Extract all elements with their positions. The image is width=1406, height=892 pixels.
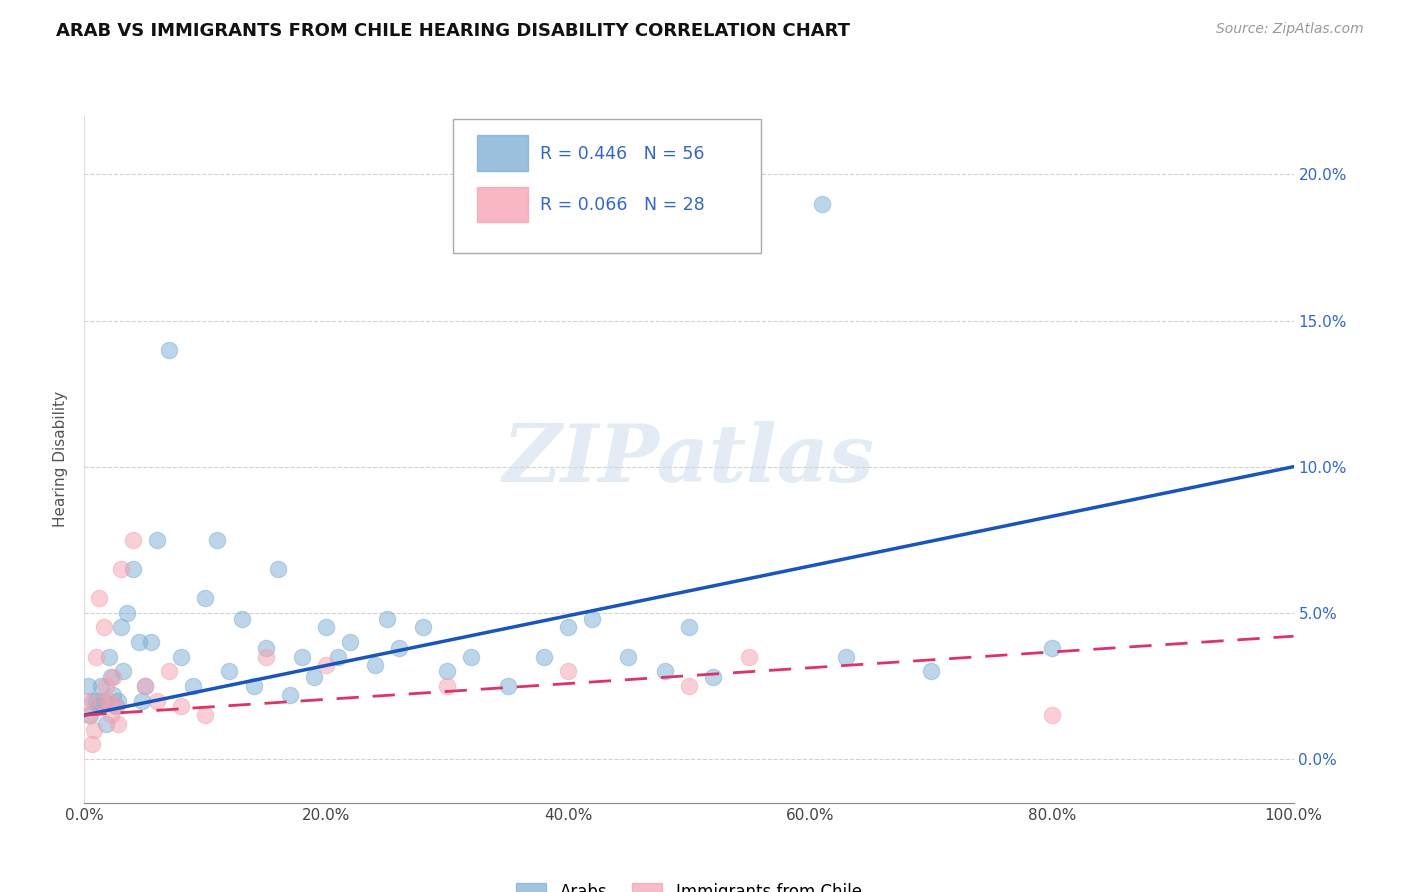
Legend: Arabs, Immigrants from Chile: Arabs, Immigrants from Chile bbox=[516, 883, 862, 892]
Point bbox=[363, 658, 385, 673]
Point bbox=[170, 699, 193, 714]
Point bbox=[146, 693, 169, 707]
Point bbox=[110, 562, 132, 576]
Point bbox=[86, 649, 108, 664]
Point bbox=[146, 533, 169, 547]
Point bbox=[242, 679, 264, 693]
Point bbox=[194, 591, 217, 606]
Point bbox=[678, 679, 700, 693]
Point bbox=[87, 591, 110, 606]
Point bbox=[103, 670, 125, 684]
FancyBboxPatch shape bbox=[478, 136, 529, 171]
Point bbox=[460, 649, 482, 664]
Point bbox=[87, 699, 110, 714]
Point bbox=[76, 693, 98, 707]
Point bbox=[86, 693, 108, 707]
Point bbox=[134, 679, 156, 693]
Point bbox=[811, 196, 834, 211]
Point bbox=[157, 665, 180, 679]
Point bbox=[291, 649, 314, 664]
Point bbox=[678, 620, 700, 634]
Point bbox=[617, 649, 640, 664]
Point bbox=[93, 620, 115, 634]
FancyBboxPatch shape bbox=[453, 120, 762, 253]
Point bbox=[920, 665, 942, 679]
Point bbox=[339, 635, 361, 649]
Text: R = 0.066   N = 28: R = 0.066 N = 28 bbox=[540, 196, 704, 214]
Point bbox=[90, 693, 112, 707]
Point bbox=[654, 665, 676, 679]
Point bbox=[375, 612, 398, 626]
Point bbox=[315, 620, 337, 634]
Point bbox=[231, 612, 253, 626]
Text: ARAB VS IMMIGRANTS FROM CHILE HEARING DISABILITY CORRELATION CHART: ARAB VS IMMIGRANTS FROM CHILE HEARING DI… bbox=[56, 22, 851, 40]
Point bbox=[302, 670, 325, 684]
Point bbox=[702, 670, 724, 684]
Point bbox=[218, 665, 240, 679]
Text: ZIPatlas: ZIPatlas bbox=[503, 421, 875, 498]
Point bbox=[94, 717, 117, 731]
Y-axis label: Hearing Disability: Hearing Disability bbox=[53, 392, 69, 527]
Point bbox=[82, 693, 104, 707]
Point bbox=[97, 649, 120, 664]
Point bbox=[738, 649, 761, 664]
Point bbox=[328, 649, 350, 664]
Point bbox=[254, 649, 277, 664]
Point bbox=[267, 562, 290, 576]
Point bbox=[436, 665, 458, 679]
Point bbox=[107, 717, 129, 731]
Point bbox=[121, 562, 143, 576]
Point bbox=[170, 649, 193, 664]
Point bbox=[835, 649, 858, 664]
Point bbox=[79, 708, 101, 723]
Point bbox=[557, 665, 579, 679]
Point bbox=[131, 693, 153, 707]
Point bbox=[80, 737, 103, 751]
Point bbox=[157, 343, 180, 357]
Point bbox=[134, 679, 156, 693]
Point bbox=[110, 620, 132, 634]
Point bbox=[1040, 708, 1063, 723]
Point bbox=[1040, 640, 1063, 655]
Point bbox=[107, 693, 129, 707]
Point bbox=[581, 612, 603, 626]
Point bbox=[557, 620, 579, 634]
Point bbox=[104, 699, 127, 714]
Point bbox=[93, 693, 115, 707]
Point bbox=[100, 708, 122, 723]
Point bbox=[254, 640, 277, 655]
Point bbox=[90, 679, 112, 693]
Point bbox=[388, 640, 411, 655]
Point bbox=[103, 688, 125, 702]
Point bbox=[100, 670, 122, 684]
Point bbox=[278, 688, 301, 702]
Point bbox=[77, 679, 100, 693]
Point bbox=[104, 699, 127, 714]
Point bbox=[121, 533, 143, 547]
Point bbox=[97, 693, 120, 707]
FancyBboxPatch shape bbox=[478, 186, 529, 222]
Point bbox=[436, 679, 458, 693]
Point bbox=[112, 665, 135, 679]
Point bbox=[496, 679, 519, 693]
Point bbox=[533, 649, 555, 664]
Point bbox=[139, 635, 162, 649]
Point bbox=[412, 620, 434, 634]
Point bbox=[207, 533, 229, 547]
Point bbox=[128, 635, 150, 649]
Point bbox=[194, 708, 217, 723]
Point bbox=[315, 658, 337, 673]
Text: Source: ZipAtlas.com: Source: ZipAtlas.com bbox=[1216, 22, 1364, 37]
Point bbox=[115, 606, 138, 620]
Point bbox=[181, 679, 204, 693]
Point bbox=[77, 708, 100, 723]
Point bbox=[94, 679, 117, 693]
Point bbox=[83, 723, 105, 737]
Text: R = 0.446   N = 56: R = 0.446 N = 56 bbox=[540, 145, 704, 162]
